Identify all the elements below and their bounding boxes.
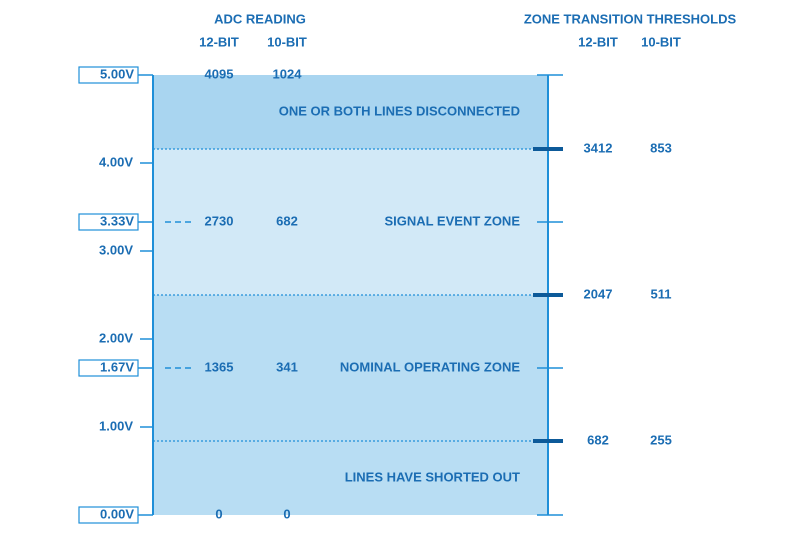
adc-value: 0	[283, 506, 290, 521]
zone-band	[153, 441, 548, 515]
column-header: 10-BIT	[267, 34, 307, 49]
column-header: 10-BIT	[641, 34, 681, 49]
adc-value: 682	[276, 213, 298, 228]
zone-band	[153, 75, 548, 149]
voltage-label: 4.00V	[99, 154, 133, 169]
adc-value: 2730	[205, 213, 234, 228]
threshold-value: 853	[650, 140, 672, 155]
adc-title: ADC READING	[214, 11, 306, 26]
column-header: 12-BIT	[199, 34, 239, 49]
zone-label: LINES HAVE SHORTED OUT	[345, 469, 520, 484]
zone-label: SIGNAL EVENT ZONE	[384, 213, 520, 228]
adc-value: 4095	[205, 66, 234, 81]
column-header: 12-BIT	[578, 34, 618, 49]
zone-band	[153, 149, 548, 295]
thresholds-title: ZONE TRANSITION THRESHOLDS	[524, 11, 737, 26]
adc-value: 0	[215, 506, 222, 521]
adc-value: 1024	[273, 66, 303, 81]
voltage-label: 1.00V	[99, 418, 133, 433]
voltage-label: 5.00V	[100, 66, 134, 81]
voltage-label: 3.00V	[99, 242, 133, 257]
voltage-label: 3.33V	[100, 213, 134, 228]
threshold-value: 255	[650, 432, 672, 447]
voltage-label: 1.67V	[100, 359, 134, 374]
zone-label: NOMINAL OPERATING ZONE	[340, 359, 520, 374]
voltage-label: 0.00V	[100, 506, 134, 521]
adc-value: 341	[276, 359, 298, 374]
threshold-value: 3412	[584, 140, 613, 155]
zone-band	[153, 295, 548, 441]
threshold-value: 682	[587, 432, 609, 447]
voltage-label: 2.00V	[99, 330, 133, 345]
threshold-value: 511	[651, 286, 672, 301]
adc-value: 1365	[205, 359, 234, 374]
zone-label: ONE OR BOTH LINES DISCONNECTED	[279, 103, 520, 118]
threshold-value: 2047	[584, 286, 613, 301]
